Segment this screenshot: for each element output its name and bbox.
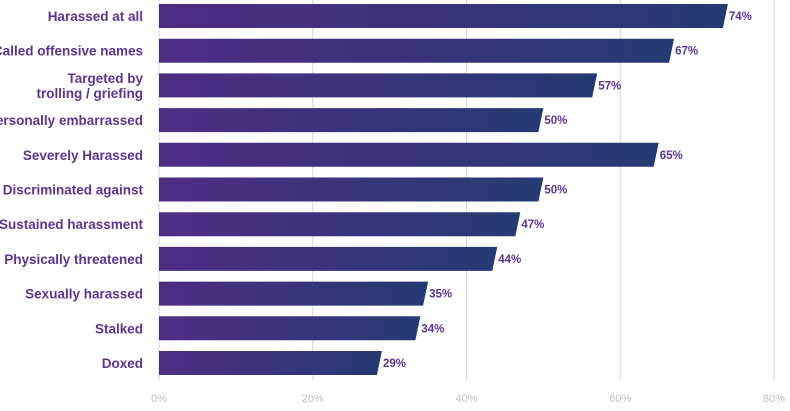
bar bbox=[159, 108, 544, 133]
bar-value-label: 47% bbox=[521, 219, 544, 231]
bar bbox=[159, 177, 544, 202]
bar-value-label: 74% bbox=[729, 11, 752, 23]
x-tick-label: 0% bbox=[151, 393, 167, 405]
category-label: Sustained harassment bbox=[0, 217, 143, 232]
x-tick-label: 40% bbox=[455, 393, 477, 405]
bar bbox=[159, 4, 728, 28]
bar-value-label: 57% bbox=[598, 80, 621, 92]
bar bbox=[159, 281, 429, 306]
category-label: Discriminated against bbox=[3, 183, 144, 198]
bar-value-label: 65% bbox=[660, 150, 683, 162]
x-tick-label: 80% bbox=[763, 393, 785, 405]
category-label: Personally embarrassed bbox=[0, 113, 143, 128]
bar-value-label: 44% bbox=[498, 254, 521, 266]
category-label: Targeted by trolling / griefing bbox=[37, 71, 144, 101]
bars bbox=[159, 4, 728, 375]
x-tick-label: 60% bbox=[609, 393, 631, 405]
category-label: Physically threatened bbox=[4, 252, 143, 267]
category-label: Called offensive names bbox=[0, 44, 143, 59]
bar-value-label: 50% bbox=[544, 185, 567, 197]
bar bbox=[159, 38, 675, 63]
labels: 74% Harassed at all 67% Called offensive na… bbox=[0, 9, 752, 371]
bar bbox=[159, 142, 659, 167]
category-label: Sexually harassed bbox=[25, 287, 143, 302]
x-tick-label: 20% bbox=[302, 393, 324, 405]
bar bbox=[159, 212, 521, 237]
bar-value-label: 34% bbox=[421, 323, 444, 335]
bar bbox=[159, 246, 498, 271]
category-label: Stalked bbox=[95, 321, 143, 336]
category-label: Harassed at all bbox=[48, 9, 143, 24]
bar-value-label: 29% bbox=[383, 358, 406, 370]
bar bbox=[159, 316, 421, 341]
bar bbox=[159, 73, 598, 98]
bar bbox=[159, 351, 382, 375]
category-label: Doxed bbox=[102, 356, 143, 371]
bar-value-label: 50% bbox=[544, 115, 567, 127]
x-axis-ticks: 0% 20% 40% 60% 80% bbox=[151, 393, 785, 405]
bar-value-label: 35% bbox=[429, 289, 452, 301]
bar-value-label: 67% bbox=[675, 46, 698, 58]
category-label: Severely Harassed bbox=[23, 148, 143, 163]
